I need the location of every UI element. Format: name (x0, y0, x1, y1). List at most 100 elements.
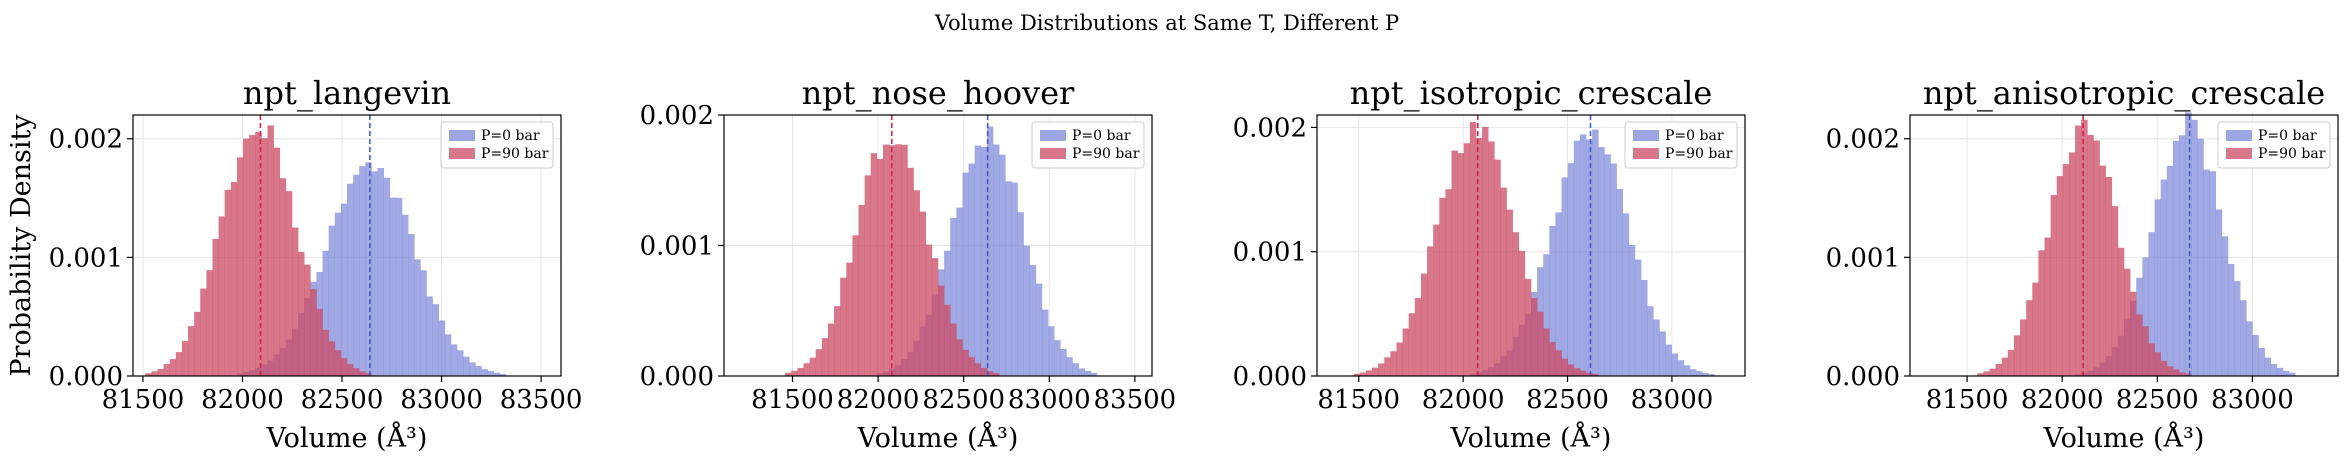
histogram-bar (1567, 163, 1575, 376)
histogram-bar (2142, 257, 2149, 376)
histogram-bar (2105, 176, 2113, 376)
histogram-bar (1561, 177, 1568, 376)
histogram-bar (968, 163, 975, 376)
histogram-bar (2075, 125, 2082, 376)
series-p90 (1353, 122, 1599, 376)
histogram-bar (950, 323, 957, 376)
histogram-bar (993, 144, 1000, 376)
histogram-bar (359, 371, 366, 376)
histogram-bar (1420, 273, 1428, 376)
histogram-bar (1396, 342, 1403, 376)
histogram-bar (408, 233, 415, 376)
histogram-bar (1414, 298, 1422, 376)
histogram-bar (950, 217, 957, 376)
histogram-bar (249, 135, 256, 376)
histogram-bar (870, 153, 878, 376)
histogram-bar (218, 216, 226, 376)
legend-label: P=90 bar (1072, 146, 1140, 162)
histogram-bar (1060, 348, 1067, 376)
histogram-bar (1598, 147, 1605, 376)
histogram-bar (1696, 371, 1703, 376)
histogram-bar (2099, 165, 2106, 376)
histogram-bar (236, 157, 244, 376)
histogram-bar (2160, 360, 2168, 376)
histogram-bar (1689, 369, 1697, 376)
legend-swatch (1633, 148, 1659, 159)
histogram-bar (2124, 268, 2131, 376)
x-tick-label: 82000 (1422, 385, 1505, 415)
histogram-bar (1592, 129, 1599, 376)
histogram-bar (1586, 372, 1593, 376)
histogram-bar (858, 204, 865, 376)
histogram-bar (2191, 119, 2198, 377)
histogram-bar (2087, 134, 2094, 376)
histogram-bar (2093, 140, 2100, 376)
histogram-bar (2240, 300, 2247, 376)
histogram-bar (224, 189, 232, 376)
histogram-bar (444, 334, 452, 376)
histogram-bar (1029, 265, 1037, 376)
histogram-bar (1084, 370, 1092, 376)
histogram-bar (1653, 319, 1660, 376)
histogram-bar (1592, 373, 1599, 376)
histogram-bar (827, 323, 835, 376)
histogram-bar (1463, 143, 1471, 376)
histogram-bar (475, 366, 482, 376)
histogram-bar (328, 341, 336, 376)
histogram-bar (2050, 195, 2058, 376)
histogram-bar (2062, 164, 2070, 376)
histogram-bar (986, 126, 994, 377)
x-tick-label: 82500 (2116, 385, 2199, 415)
y-tick-label: 0.001 (49, 243, 123, 273)
histogram-bar (1995, 363, 2003, 376)
histogram-bar (2081, 119, 2088, 376)
x-tick-label: 81500 (102, 385, 185, 415)
histogram-bar (499, 374, 507, 376)
histogram-bar (145, 373, 152, 376)
histogram-bar (2172, 369, 2180, 376)
histogram-bar (1408, 313, 1416, 376)
y-tick-label: 0.000 (640, 362, 714, 392)
histogram-bar (1610, 163, 1617, 376)
legend-swatch (1040, 130, 1066, 141)
histogram-bar (347, 183, 354, 376)
histogram-bar (944, 304, 951, 376)
histogram-bar (2215, 209, 2223, 376)
histogram-bar (809, 357, 817, 376)
histogram-bar (1659, 331, 1666, 376)
histogram-bar (1634, 259, 1642, 376)
histogram-bar (359, 166, 366, 376)
histogram-bar (882, 144, 890, 376)
histogram-bar (322, 250, 329, 376)
histogram-bar (1683, 365, 1691, 376)
chart-title: npt_anisotropic_crescale (1923, 74, 2325, 112)
legend: P=0 bar P=90 bar (440, 121, 554, 169)
histogram-bar (2007, 349, 2015, 376)
histogram-bar (1647, 306, 1654, 376)
histogram-bar (2289, 372, 2296, 376)
histogram-bar (1066, 357, 1073, 376)
histogram-bar (1506, 209, 1513, 376)
histogram-bar (938, 285, 945, 376)
histogram-bar (852, 235, 859, 376)
x-tick-label: 81500 (1926, 385, 2009, 415)
histogram-bar (2142, 326, 2149, 376)
histogram-bar (371, 171, 378, 376)
histogram-bar (1665, 344, 1672, 376)
histogram-bar (438, 320, 446, 376)
histogram-bar (2001, 357, 2009, 376)
legend-swatch (2226, 148, 2252, 159)
histogram-bar (2270, 364, 2278, 376)
x-tick-label: 83000 (1008, 385, 1091, 415)
histogram-bar (175, 352, 183, 376)
histogram-bar (1977, 373, 1984, 376)
histogram-bar (821, 338, 829, 376)
histogram-bar (481, 369, 488, 376)
histogram-bar (1579, 134, 1587, 376)
histogram-bar (2056, 176, 2064, 376)
y-tick-label: 0.001 (1826, 243, 1900, 273)
histogram-bar (980, 367, 988, 376)
x-tick-label: 82500 (301, 385, 384, 415)
histogram-bar (334, 350, 342, 376)
y-tick-label: 0.000 (1233, 362, 1307, 392)
